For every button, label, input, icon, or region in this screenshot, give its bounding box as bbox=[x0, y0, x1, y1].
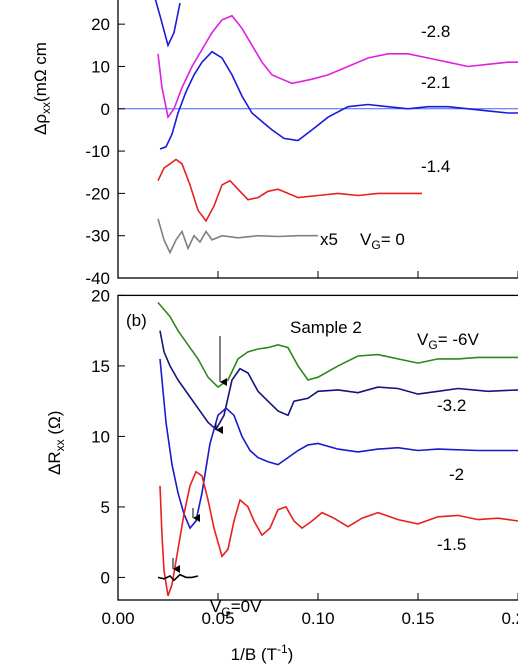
y-tick-label: -10 bbox=[85, 142, 110, 161]
panel-b-curves bbox=[157, 301, 518, 597]
y-axis-label-a: Δρxx(mΩ cm bbox=[31, 42, 53, 135]
y-tick-label: -40 bbox=[85, 269, 110, 288]
data-line bbox=[159, 50, 518, 150]
y-tick-label: -30 bbox=[85, 227, 110, 246]
data-line bbox=[157, 14, 518, 120]
y-tick-label: 0 bbox=[101, 568, 110, 587]
series-label: -3.2 bbox=[437, 396, 466, 415]
panel-a-frame bbox=[117, 0, 518, 279]
y-tick-label: 10 bbox=[91, 427, 110, 446]
panel-b-frame bbox=[117, 294, 518, 601]
series-label: -2.1 bbox=[421, 73, 450, 92]
y-axis-label-b: ΔRxx (Ω) bbox=[45, 411, 67, 475]
data-line bbox=[157, 218, 318, 255]
y-tick-label: 5 bbox=[101, 498, 110, 517]
data-line bbox=[157, 158, 422, 223]
data-line bbox=[159, 358, 518, 530]
gate-label: VG= 0 bbox=[360, 230, 405, 252]
gate-label: VG= -6V bbox=[417, 330, 479, 352]
data-line bbox=[159, 470, 518, 597]
series-label: -2 bbox=[449, 465, 464, 484]
series-label: -2.8 bbox=[421, 22, 450, 41]
data-line bbox=[157, 573, 199, 582]
sample-label: Sample 2 bbox=[290, 318, 362, 337]
x-tick-label: 0.10 bbox=[301, 609, 334, 628]
arrows bbox=[172, 336, 227, 573]
data-line bbox=[157, 301, 518, 389]
data-line bbox=[159, 330, 518, 431]
x-tick-label: 0.15 bbox=[401, 609, 434, 628]
series-label: -1.4 bbox=[421, 157, 450, 176]
y-tick-label: 0 bbox=[101, 100, 110, 119]
x-tick-label: 0.20 bbox=[501, 609, 518, 628]
y-tick-label: 15 bbox=[91, 357, 110, 376]
scale-label: x5 bbox=[320, 230, 338, 249]
series-label: -1.5 bbox=[437, 535, 466, 554]
data-line bbox=[154, 0, 181, 48]
x-tick-label: 0.05 bbox=[201, 609, 234, 628]
y-tick-label: 10 bbox=[91, 57, 110, 76]
x-axis-label: 1/B (T-1) bbox=[231, 642, 294, 664]
x-tick-label: 0.00 bbox=[101, 609, 134, 628]
y-tick-label: 20 bbox=[91, 286, 110, 305]
panel-a-curves bbox=[118, 0, 518, 255]
gate-label: VG=0V bbox=[210, 597, 262, 619]
panel-label: (b) bbox=[126, 311, 147, 330]
y-tick-label: 20 bbox=[91, 15, 110, 34]
y-tick-label: -20 bbox=[85, 184, 110, 203]
